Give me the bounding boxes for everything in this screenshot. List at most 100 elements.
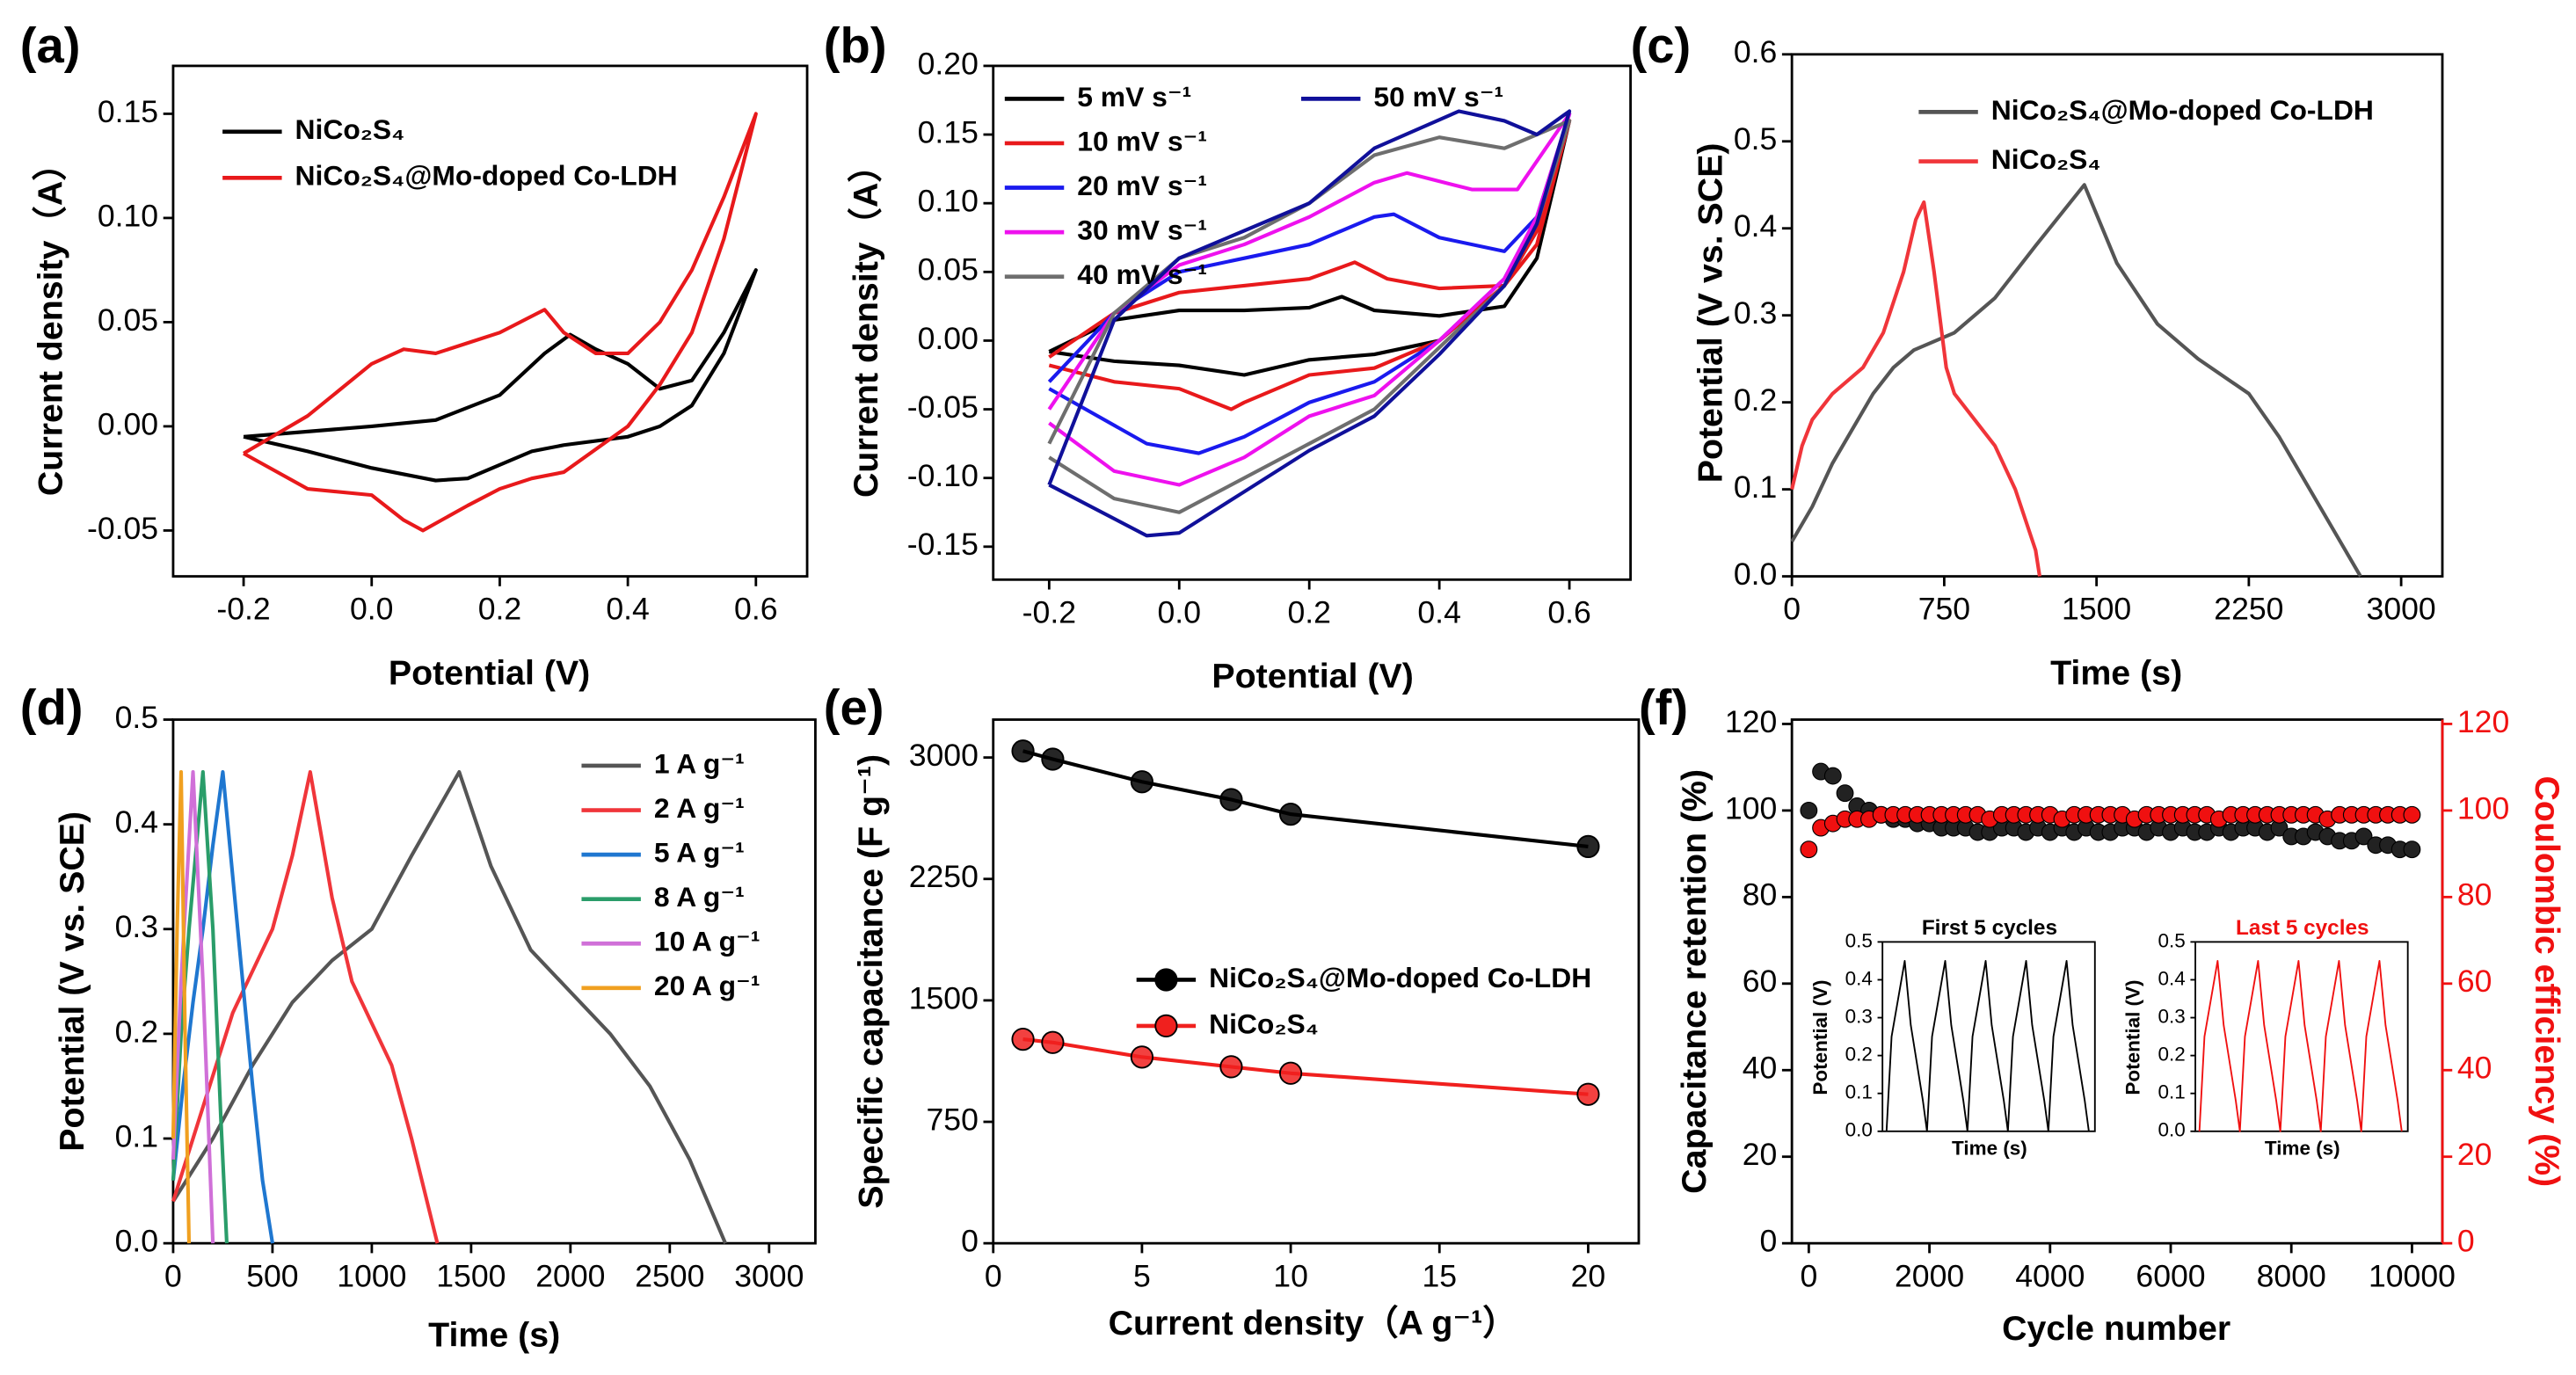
series-line <box>171 770 229 1244</box>
plot-frame <box>992 64 1632 581</box>
y-tick-label: -0.10 <box>907 458 979 493</box>
y2-tick-label: 100 <box>2457 790 2509 826</box>
x-tick-label: 20 <box>1571 1258 1606 1293</box>
x-axis-label: Time (s) <box>428 1315 560 1354</box>
y-tick-label: 80 <box>1743 877 1778 913</box>
plot-frame <box>171 718 817 1245</box>
y-tick-label: 0.10 <box>98 198 158 233</box>
data-point <box>1800 801 1818 819</box>
y-tick-label: 40 <box>1743 1051 1778 1086</box>
legend-label: 40 mV s⁻¹ <box>1077 258 1207 290</box>
y-axis-label: Potential (V) <box>1809 979 1831 1095</box>
y-tick-label: 750 <box>926 1102 978 1137</box>
y-tick-label: 0.15 <box>98 94 158 129</box>
series-line <box>171 770 274 1244</box>
y-tick-label: 100 <box>1725 790 1777 826</box>
panel-label: (d) <box>20 680 84 735</box>
plot-frame <box>1881 941 2096 1132</box>
y2-tick-label: 0 <box>2457 1224 2475 1259</box>
y-tick-label: 0.2 <box>1734 382 1777 418</box>
x-axis-label: Time (s) <box>1952 1137 2027 1159</box>
series-line <box>1790 200 2041 577</box>
y-tick-label: 0.3 <box>1734 295 1777 331</box>
x-tick-label: 15 <box>1422 1258 1457 1293</box>
legend-label: NiCo₂S₄ <box>1991 143 2101 175</box>
series-line <box>1022 749 1589 848</box>
y-tick-label: 0.4 <box>1734 208 1777 244</box>
x-tick-label: 10 <box>1273 1258 1308 1293</box>
legend-marker <box>1154 1014 1178 1038</box>
y-axis-label: Capacitance retention (%) <box>1675 769 1714 1194</box>
data-point <box>2403 805 2421 824</box>
data-point <box>2354 827 2373 846</box>
y-tick-label: 3000 <box>909 738 979 773</box>
inset-title: First 5 cycles <box>1922 916 2057 940</box>
y-tick-label: 0.2 <box>1845 1044 1873 1066</box>
inset-title: Last 5 cycles <box>2236 916 2369 940</box>
data-point <box>1576 1082 1600 1106</box>
x-axis-label: Potential (V) <box>389 653 590 692</box>
legend-label: 5 A g⁻¹ <box>654 837 745 869</box>
y-tick-label: 0.0 <box>1734 557 1777 592</box>
y-tick-label: 0.4 <box>115 804 158 840</box>
x-tick-label: -0.2 <box>1022 594 1076 629</box>
data-point <box>2403 840 2421 859</box>
x-tick-label: 2500 <box>635 1258 704 1293</box>
y-tick-label: 0.5 <box>115 700 158 735</box>
y-tick-label: 60 <box>1743 964 1778 999</box>
y-tick-label: 0 <box>1760 1224 1778 1259</box>
x-tick-label: 0 <box>1783 592 1801 627</box>
data-point <box>1130 770 1154 794</box>
x-tick-label: 2250 <box>2214 592 2283 627</box>
y-tick-label: 0.1 <box>1734 469 1777 505</box>
y-tick-label: -0.05 <box>907 389 979 425</box>
y-tick-label: 0.2 <box>115 1014 158 1049</box>
x-tick-label: 0.0 <box>1158 594 1201 629</box>
legend-label: 8 A g⁻¹ <box>654 881 745 913</box>
legend-label: 20 mV s⁻¹ <box>1077 170 1207 201</box>
x-tick-label: 6000 <box>2136 1258 2205 1293</box>
plot-frame <box>1790 718 2444 1245</box>
panel-label: (c) <box>1631 18 1692 73</box>
x-axis-label: Current density（A g⁻¹） <box>1109 1304 1517 1342</box>
x-tick-label: 0.2 <box>478 592 521 627</box>
series-line <box>1047 109 1572 538</box>
x-axis-label: Time (s) <box>2265 1137 2340 1159</box>
plot-frame <box>171 64 809 578</box>
series-line <box>1022 1037 1589 1096</box>
y-axis-label: Potential (V) <box>2122 979 2144 1095</box>
panel-label: (a) <box>20 18 81 73</box>
data-point <box>1219 788 1243 811</box>
y2-tick-label: 80 <box>2457 877 2492 913</box>
y-axis-label: Specific capacitance (F g⁻¹) <box>851 754 890 1209</box>
y-tick-label: 0.6 <box>1734 34 1777 69</box>
y-tick-label: 1500 <box>909 980 979 1015</box>
legend-label: NiCo₂S₄@Mo-doped Co-LDH <box>1209 962 1591 993</box>
series-line <box>171 770 440 1244</box>
plot-frame <box>992 718 1641 1245</box>
legend-label: NiCo₂S₄ <box>295 113 405 145</box>
y-tick-label: 20 <box>1743 1137 1778 1172</box>
series-line <box>243 112 758 533</box>
y-tick-label: 0.15 <box>918 114 979 149</box>
data-point <box>1278 802 1303 826</box>
y-tick-label: 0.5 <box>1845 929 1873 951</box>
legend-marker <box>1154 968 1178 992</box>
legend-label: 30 mV s⁻¹ <box>1077 215 1207 246</box>
x-tick-label: 2000 <box>535 1258 605 1293</box>
legend-label: 20 A g⁻¹ <box>654 970 760 1001</box>
y-axis-label: Potential (V vs. SCE) <box>1692 142 1730 483</box>
x-tick-label: -0.2 <box>216 592 270 627</box>
legend-label: 2 A g⁻¹ <box>654 792 745 824</box>
y-tick-label: 0.4 <box>1845 967 1873 989</box>
series-line <box>1790 183 2362 578</box>
y2-tick-label: 60 <box>2457 964 2492 999</box>
y-tick-label: 0.5 <box>1734 121 1777 156</box>
y-axis-label: Potential (V vs. SCE) <box>53 811 91 1152</box>
y-tick-label: 0.4 <box>2158 967 2186 989</box>
y2-axis-label: Coulombic efficiency (%) <box>2528 776 2566 1188</box>
x-tick-label: 0.6 <box>734 592 777 627</box>
y-tick-label: 0.0 <box>1845 1119 1873 1141</box>
legend-label: 5 mV s⁻¹ <box>1077 81 1191 113</box>
